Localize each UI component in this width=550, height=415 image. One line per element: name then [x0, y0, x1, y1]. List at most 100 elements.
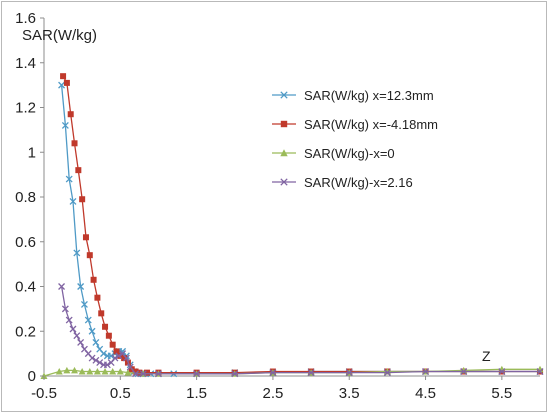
data-point: [101, 368, 109, 375]
data-point: [79, 196, 86, 203]
series-line: [60, 286, 540, 375]
x-tick-label: 0.5: [110, 385, 131, 402]
series-line: [62, 75, 540, 374]
series-4: [58, 283, 544, 378]
x-tick-label: 5.5: [491, 385, 512, 402]
data-point: [193, 370, 201, 378]
y-tick-label: 1.6: [15, 10, 36, 27]
data-point: [155, 370, 162, 378]
data-point: [69, 198, 77, 205]
data-point: [84, 316, 92, 324]
data-point: [383, 369, 391, 377]
legend-entry-2: SAR(W/kg) x=-4.18mm: [272, 117, 438, 132]
data-point: [92, 338, 100, 346]
data-point: [460, 368, 468, 375]
data-point: [105, 332, 112, 339]
data-point: [78, 368, 86, 375]
legend-label: SAR(W/kg)-x=0: [304, 146, 395, 161]
data-point: [88, 354, 96, 362]
legend-swatch-marker: [280, 149, 288, 157]
data-point: [80, 300, 88, 308]
data-point: [116, 368, 124, 375]
x-tick-label: 4.5: [415, 385, 436, 402]
data-point: [73, 332, 81, 340]
legend-entry-3: SAR(W/kg)-x=0: [272, 146, 395, 161]
data-point: [61, 121, 69, 129]
data-point: [100, 350, 107, 358]
data-point: [136, 369, 143, 376]
legend-label: SAR(W/kg) x=12.3mm: [304, 88, 434, 103]
data-point: [63, 366, 71, 374]
series-layer: [40, 73, 544, 379]
y-tick-label: 0.6: [15, 234, 36, 251]
data-point: [65, 175, 73, 183]
data-point: [67, 111, 74, 118]
data-point: [77, 283, 85, 290]
data-point: [102, 323, 109, 330]
legend-label: SAR(W/kg) x=-4.18mm: [304, 117, 438, 132]
data-point: [65, 316, 73, 324]
y-tick-label: 0.2: [15, 323, 36, 340]
data-point: [94, 294, 101, 301]
data-point: [124, 369, 132, 376]
data-point: [109, 368, 117, 375]
data-point: [63, 79, 70, 86]
data-point: [73, 249, 81, 257]
x-tick-label: 1.5: [186, 385, 207, 402]
data-point: [71, 140, 78, 147]
legend-swatch-marker: [280, 91, 288, 99]
legend-entry-1: SAR(W/kg) x=12.3mm: [272, 88, 434, 103]
data-point: [307, 369, 315, 377]
y-tick-label: 1: [28, 144, 36, 161]
data-point: [88, 327, 96, 335]
data-point: [139, 370, 147, 378]
data-point: [121, 355, 128, 362]
data-point: [345, 369, 353, 377]
data-point: [122, 354, 130, 362]
data-point: [86, 368, 94, 375]
data-point: [115, 352, 123, 360]
data-point: [113, 348, 120, 355]
data-point: [55, 368, 63, 375]
series-2: [60, 73, 543, 376]
data-point: [111, 354, 119, 362]
legend: SAR(W/kg) x=12.3mm SAR(W/kg) x=-4.18mm SAR…: [272, 88, 438, 190]
data-point: [132, 370, 140, 378]
y-tick-label: 0.4: [15, 279, 36, 296]
data-point: [132, 368, 139, 375]
data-point: [144, 369, 151, 376]
y-tick-label: 0.8: [15, 189, 36, 206]
data-point: [107, 352, 115, 360]
y-axis-label: SAR(W/kg): [22, 27, 97, 44]
data-point: [126, 363, 134, 371]
y-tick-label: 1.4: [15, 55, 36, 72]
data-point: [96, 359, 104, 367]
y-tick-label: 1.2: [15, 100, 36, 117]
data-point: [98, 310, 105, 317]
data-point: [269, 369, 277, 377]
data-point: [60, 73, 67, 80]
x-tick-label: 2.5: [262, 385, 283, 402]
series-1: [58, 81, 544, 378]
data-point: [71, 366, 79, 374]
x-axis-label: Z: [482, 348, 491, 364]
data-point: [77, 338, 85, 346]
data-point: [58, 283, 66, 290]
data-point: [75, 167, 82, 174]
x-tick-label: -0.5: [31, 385, 57, 402]
data-point: [61, 305, 69, 313]
x-tick-label: 3.5: [339, 385, 360, 402]
axes: [43, 18, 540, 377]
data-point: [103, 361, 111, 369]
data-point: [498, 368, 506, 375]
legend-swatch-marker: [280, 120, 288, 128]
legend-label: SAR(W/kg)-x=2.16: [304, 175, 413, 190]
data-point: [231, 370, 239, 378]
data-point: [92, 356, 100, 364]
data-point: [109, 341, 116, 348]
data-point: [536, 368, 544, 375]
data-point: [86, 252, 93, 259]
legend-swatch-marker: [280, 178, 288, 186]
y-tick-label: 0: [28, 368, 36, 385]
